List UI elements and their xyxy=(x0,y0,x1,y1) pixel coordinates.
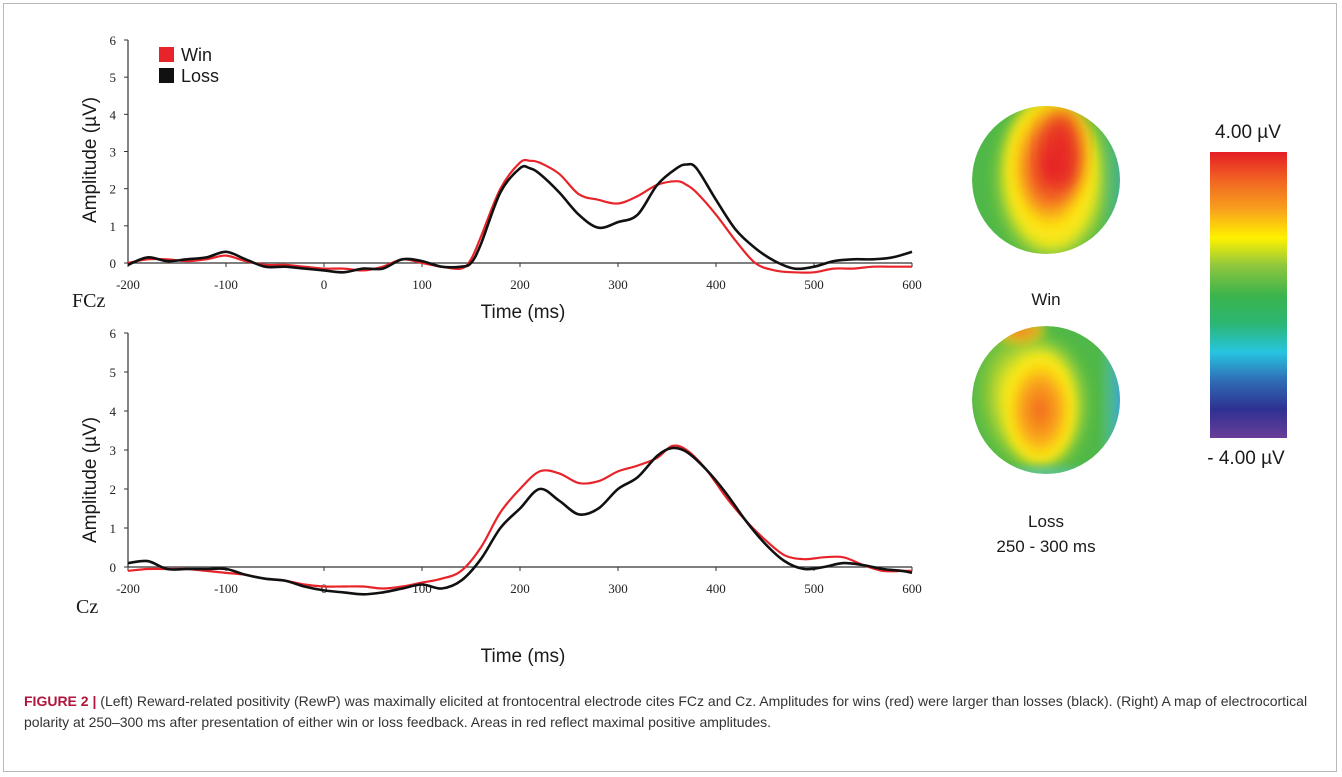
legend: Win Loss xyxy=(159,45,219,86)
x-tick-label: 0 xyxy=(321,277,328,292)
x-tick-label: 300 xyxy=(608,277,628,292)
topo-map-win: Win xyxy=(972,106,1120,309)
y-tick-label: 2 xyxy=(110,482,117,497)
color-scale-min-label: - 4.00 µV xyxy=(1207,448,1285,469)
y-tick-label: 6 xyxy=(110,326,117,341)
x-tick-label: -100 xyxy=(214,277,238,292)
topo-label-loss: Loss xyxy=(1028,512,1064,531)
y-tick-label: 1 xyxy=(110,219,117,234)
y-tick-label: 4 xyxy=(110,107,117,122)
caption-figure-label: FIGURE 2 xyxy=(24,693,89,709)
legend-label-loss: Loss xyxy=(181,66,219,86)
chart-fcz: -200 -100 0 100 200 300 400 500 600 0 1 2 3 4 5 6 Ampli… xyxy=(72,33,922,323)
topo-window-label: 250 - 300 ms xyxy=(996,537,1095,556)
legend-label-win: Win xyxy=(181,45,212,65)
x-tick-label: 600 xyxy=(902,581,922,596)
legend-swatch-loss xyxy=(159,68,174,83)
series-line-fcz-loss xyxy=(127,162,913,274)
caption-text: (Left) Reward-related positivity (RewP) … xyxy=(24,693,1308,730)
x-tick-label: 600 xyxy=(902,277,922,292)
ylabel-cz: Amplitude (µV) xyxy=(80,417,101,543)
figure-caption: FIGURE 2 | (Left) Reward-related positiv… xyxy=(24,691,1319,733)
x-tick-label: 0 xyxy=(321,581,328,596)
y-tick-label: 3 xyxy=(110,145,117,160)
x-tick-label: -200 xyxy=(116,277,140,292)
legend-swatch-win xyxy=(159,47,174,62)
x-tick-label: 500 xyxy=(804,277,824,292)
x-tick-label: 500 xyxy=(804,581,824,596)
color-scale: 4.00 µV - 4.00 µV xyxy=(1207,122,1287,469)
y-tick-label: 0 xyxy=(110,256,117,271)
x-tick-label: 100 xyxy=(412,277,432,292)
y-tick-label: 1 xyxy=(110,521,117,536)
y-tick-label: 2 xyxy=(110,182,117,197)
x-tick-label: 200 xyxy=(510,581,530,596)
xlabel-fcz: Time (ms) xyxy=(481,302,566,323)
electrode-label-fcz: FCz xyxy=(72,290,105,312)
x-tick-label: -100 xyxy=(214,581,238,596)
xlabel-cz: Time (ms) xyxy=(481,646,566,667)
x-tick-label: 300 xyxy=(608,581,628,596)
y-tick-label: 0 xyxy=(110,560,117,575)
caption-separator: | xyxy=(92,693,97,709)
x-tick-label: 200 xyxy=(510,277,530,292)
topo-label-win: Win xyxy=(1031,290,1060,309)
y-tick-label: 4 xyxy=(110,404,117,419)
x-tick-label: 400 xyxy=(706,581,726,596)
y-tick-label: 3 xyxy=(110,443,117,458)
color-scale-max-label: 4.00 µV xyxy=(1215,122,1281,143)
x-tick-label: 400 xyxy=(706,277,726,292)
electrode-label-cz: Cz xyxy=(76,596,98,618)
y-tick-label: 6 xyxy=(110,33,117,48)
ylabel-fcz: Amplitude (µV) xyxy=(80,97,101,223)
x-tick-label: -200 xyxy=(116,581,140,596)
series-line-fcz-win xyxy=(127,158,912,274)
series-line-cz-loss xyxy=(127,446,913,596)
topo-map-loss: Loss 250 - 300 ms xyxy=(972,326,1120,556)
y-tick-label: 5 xyxy=(110,70,117,85)
figure-frame xyxy=(3,3,1337,772)
color-scale-bar xyxy=(1210,152,1287,438)
y-tick-label: 5 xyxy=(110,365,117,380)
